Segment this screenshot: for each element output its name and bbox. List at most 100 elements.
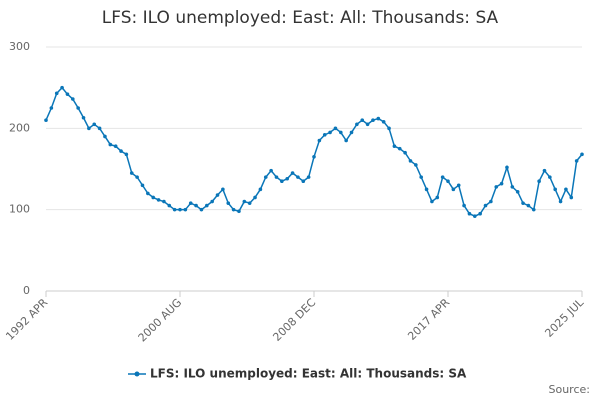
point: [178, 207, 182, 212]
point: [473, 214, 477, 218]
point: [381, 120, 386, 124]
point: [135, 175, 139, 179]
point: [199, 207, 204, 212]
point: [71, 97, 75, 101]
point: [569, 195, 574, 200]
point: [172, 207, 177, 212]
point: [301, 179, 306, 183]
point: [349, 130, 354, 135]
point: [564, 187, 568, 192]
point: [510, 185, 515, 189]
y-tick-label: 0: [23, 284, 30, 297]
point: [253, 195, 257, 200]
point: [296, 175, 300, 179]
point: [339, 130, 343, 135]
point: [580, 152, 584, 157]
point: [446, 179, 450, 183]
point: [435, 195, 440, 200]
y-tick-label: 200: [9, 121, 30, 134]
point: [430, 199, 434, 204]
point: [365, 122, 370, 127]
point: [312, 155, 316, 159]
point: [97, 126, 102, 131]
point: [215, 193, 220, 197]
legend-marker: [134, 371, 140, 377]
point: [317, 138, 322, 143]
point: [462, 203, 466, 208]
point: [65, 92, 70, 96]
x-tick-label: 2017 APR: [405, 296, 452, 343]
point: [403, 150, 407, 155]
point: [231, 207, 236, 212]
point: [408, 159, 413, 163]
point: [76, 106, 80, 110]
y-tick-label: 100: [9, 203, 30, 216]
point: [285, 176, 290, 181]
point: [156, 198, 161, 202]
point: [87, 126, 91, 131]
point: [113, 144, 118, 149]
point: [387, 126, 391, 131]
series-line: [45, 86, 583, 217]
point: [210, 199, 214, 204]
point: [467, 211, 472, 216]
point: [221, 187, 225, 192]
point: [188, 201, 193, 205]
point: [371, 118, 375, 122]
point: [548, 175, 552, 179]
point: [355, 122, 359, 127]
point: [505, 165, 509, 170]
point: [49, 106, 54, 110]
source: Source:: [549, 383, 591, 396]
y-tick-label: 300: [9, 40, 30, 53]
point: [290, 171, 295, 175]
point: [397, 146, 402, 151]
point: [306, 175, 311, 179]
x-tick-label: 2008 DEC: [270, 296, 318, 344]
point: [60, 85, 64, 90]
point: [162, 199, 166, 204]
point: [478, 211, 482, 216]
point: [328, 130, 332, 135]
point: [140, 183, 145, 188]
x-tick-label: 2025 JUL: [542, 295, 586, 339]
point: [54, 91, 59, 96]
point: [269, 168, 273, 173]
x-tick-label: 2000 AUG: [136, 296, 185, 345]
point: [258, 187, 263, 192]
point: [558, 199, 563, 204]
point: [376, 116, 381, 121]
point: [124, 152, 129, 157]
point: [242, 199, 247, 204]
chart-title: LFS: ILO unemployed: East: All: Thousand…: [102, 8, 499, 28]
point: [194, 203, 198, 208]
point: [81, 115, 86, 120]
point: [333, 126, 338, 131]
point: [280, 179, 284, 183]
point: [553, 187, 557, 192]
point: [414, 163, 418, 167]
point: [521, 201, 525, 205]
point: [531, 207, 536, 212]
point: [44, 118, 48, 122]
point: [146, 191, 150, 196]
point: [226, 201, 231, 205]
point: [129, 171, 134, 175]
legend-label: LFS: ILO unemployed: East: All: Thousand…: [150, 367, 467, 381]
point: [274, 175, 279, 179]
point: [537, 179, 541, 183]
point: [103, 134, 107, 139]
point: [392, 144, 397, 149]
point: [344, 138, 348, 143]
point: [440, 175, 445, 179]
point: [542, 168, 547, 173]
point: [237, 209, 241, 214]
point: [205, 203, 209, 208]
point: [574, 159, 579, 163]
point: [183, 207, 188, 212]
point: [263, 175, 268, 179]
point: [515, 189, 520, 194]
point: [499, 181, 504, 186]
point: [526, 203, 531, 208]
